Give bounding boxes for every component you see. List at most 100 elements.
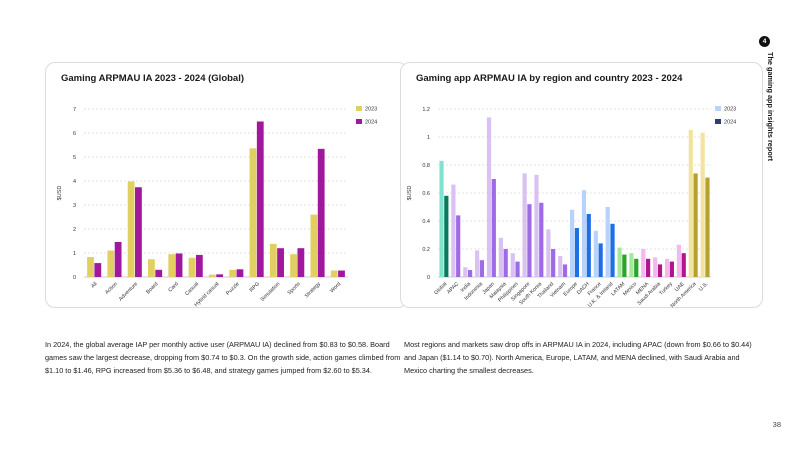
x-tick-label: RPG	[249, 281, 261, 293]
bar-2024-dach	[586, 214, 591, 277]
bar-2024-simulation	[277, 248, 284, 277]
x-tick-label: Global	[433, 281, 448, 296]
bar-2023-south-korea	[534, 174, 539, 277]
x-tick-label: Card	[167, 281, 179, 293]
bar-2024-philippines	[515, 261, 520, 277]
bar-2024-latam	[622, 254, 627, 277]
bar-2024-word	[338, 270, 345, 277]
x-tick-label: Strategy	[304, 281, 322, 299]
bar-2024-vietnam	[562, 264, 568, 277]
bar-2023-word	[330, 270, 338, 277]
y-tick-label: 0.8	[422, 163, 430, 169]
bar-2023-puzzle	[229, 269, 237, 277]
bar-2023-mexico	[629, 253, 634, 277]
bar-2023-all	[87, 257, 94, 277]
bar-2023-board	[148, 259, 155, 277]
bar-2023-vietnam	[558, 256, 563, 277]
bar-2023-saudi-arabia	[653, 257, 658, 277]
bar-2023-action	[107, 250, 115, 277]
legend-swatch-2023	[715, 106, 721, 111]
bar-2024-casual	[195, 254, 203, 277]
bar-2023-mena	[641, 249, 646, 277]
global-chart-caption: In 2024, the global average IAP per mont…	[45, 340, 401, 375]
report-side-title: The gaming app insights report	[766, 52, 775, 162]
y-tick-label: 0	[73, 275, 76, 281]
y-tick-label: 3	[73, 203, 76, 209]
bar-2023-strategy	[310, 214, 318, 277]
bar-2024-thailand	[551, 249, 556, 277]
bar-2024-action	[114, 241, 122, 277]
legend-label-2024: 2024	[724, 120, 736, 126]
bar-2024-sports	[297, 248, 305, 277]
global-arpmau-chart-card: Gaming ARPMAU IA 2023 - 2024 (Global) 0 1…	[45, 62, 408, 308]
bar-2024-singapore	[527, 204, 532, 277]
legend-label-2024: 2024	[365, 120, 377, 126]
bar-2024-rpg	[256, 121, 264, 277]
bar-2023-indonesia	[475, 250, 480, 277]
bar-2024-mexico	[634, 258, 639, 277]
bar-2023-card	[168, 254, 176, 277]
bar-2023-north-america	[688, 130, 693, 277]
bar-2023-europe	[570, 209, 575, 277]
bar-2023-adventure	[127, 181, 135, 277]
bar-2024-u-k-ireland	[610, 223, 615, 277]
y-tick-label: 0	[427, 275, 430, 281]
bar-2024-japan	[491, 179, 496, 277]
bar-2023-rpg	[249, 148, 257, 277]
bar-2023-casual	[188, 257, 196, 277]
bar-2024-u-s-	[705, 177, 710, 277]
bar-2024-france	[598, 243, 603, 277]
bar-2024-apac	[456, 215, 461, 277]
bar-2024-india	[467, 270, 473, 277]
x-tick-label: APAC	[446, 281, 460, 295]
y-tick-label: 0.6	[422, 191, 430, 197]
x-tick-label: Sports	[287, 281, 302, 296]
bar-2024-hybrid-casual	[216, 274, 224, 277]
legend-swatch-2024	[715, 119, 721, 124]
y-tick-label: 2	[73, 227, 76, 233]
bar-2024-europe	[574, 228, 579, 277]
bar-2023-apac	[451, 184, 456, 277]
x-tick-label: Simulation	[260, 281, 282, 303]
x-tick-label: Action	[104, 281, 119, 296]
x-tick-label: Turkey	[658, 281, 674, 297]
bar-2024-strategy	[317, 148, 325, 277]
bar-2023-sports	[290, 254, 297, 277]
bar-2024-mena	[646, 258, 651, 277]
bar-2023-thailand	[546, 229, 551, 277]
bar-2023-dach	[581, 190, 587, 277]
bar-2023-u-s-	[700, 132, 705, 277]
bar-2024-global	[444, 195, 449, 277]
chart-title: Gaming ARPMAU IA 2023 - 2024 (Global)	[61, 73, 245, 84]
bar-2024-turkey	[669, 261, 674, 277]
bar-2023-uae	[676, 244, 682, 277]
chart-title: Gaming app ARPMAU IA by region and count…	[416, 73, 683, 84]
bar-2024-adventure	[135, 187, 142, 277]
legend-swatch-2023	[356, 106, 362, 111]
bar-2023-global	[439, 160, 444, 277]
y-axis-label: $USD	[57, 186, 63, 201]
x-tick-label: Word	[329, 281, 342, 294]
bar-2023-latam	[617, 247, 622, 277]
x-tick-label: Adventure	[118, 281, 139, 302]
y-tick-label: 5	[73, 155, 76, 161]
bar-2023-philippines	[510, 253, 515, 277]
y-tick-label: 0.4	[422, 219, 430, 225]
bar-2023-u-k-ireland	[605, 207, 610, 277]
legend-swatch-2024	[356, 119, 362, 124]
bar-2023-india	[463, 267, 468, 277]
regional-arpmau-chart-card: Gaming app ARPMAU IA by region and count…	[400, 62, 763, 309]
y-tick-label: 1.2	[422, 107, 430, 113]
x-tick-label: Mexico	[622, 281, 638, 297]
page-number: 38	[772, 420, 781, 429]
bar-2023-turkey	[664, 258, 670, 277]
bar-2024-south-korea	[539, 202, 544, 277]
x-tick-label: U.S.	[698, 281, 710, 293]
y-tick-label: 1	[427, 135, 430, 141]
y-axis-label: $USD	[407, 186, 413, 201]
bar-2024-all	[94, 263, 102, 277]
bar-2023-malaysia	[498, 237, 503, 277]
x-tick-label: All	[90, 281, 98, 289]
bar-2024-north-america	[693, 173, 698, 277]
